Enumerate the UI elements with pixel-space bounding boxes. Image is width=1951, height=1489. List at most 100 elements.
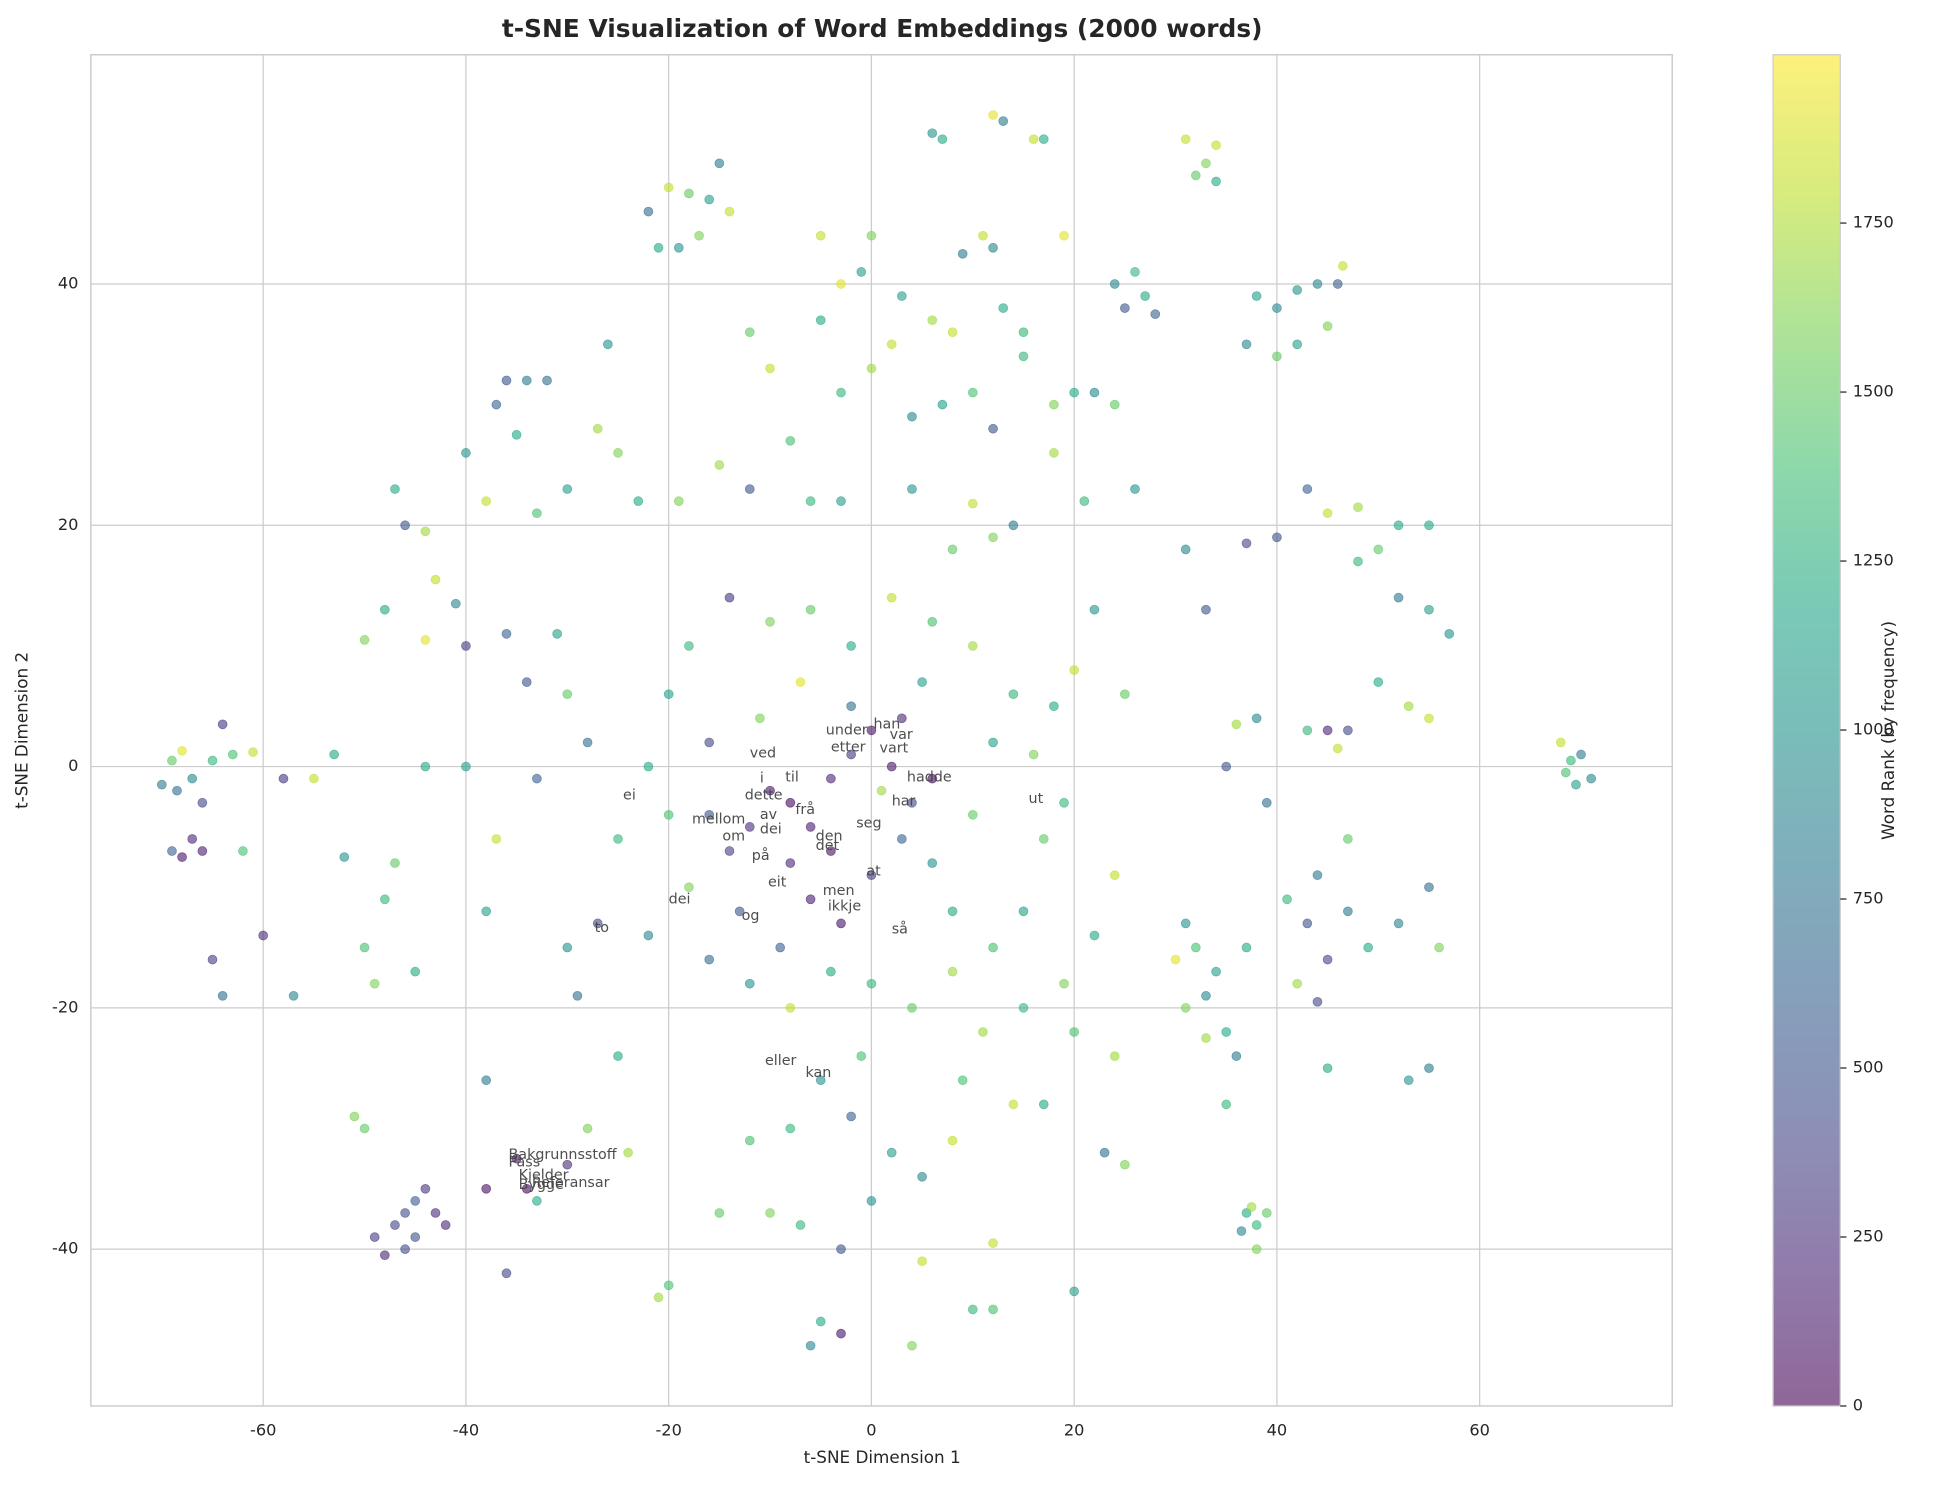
chart-title: t-SNE Visualization of Word Embeddings (… [502, 14, 1263, 43]
word-annotation: mellom [692, 812, 745, 828]
colorbar-tick-label: 750 [1853, 889, 1884, 908]
point [1424, 713, 1434, 724]
point [886, 761, 897, 772]
point [653, 242, 664, 253]
point [481, 496, 492, 506]
point [947, 327, 958, 338]
point [369, 978, 380, 989]
point [815, 1316, 826, 1327]
point [1180, 134, 1191, 145]
point [805, 1340, 816, 1351]
colorbar-tick-label: 1750 [1853, 213, 1894, 232]
point [937, 399, 948, 410]
point [217, 990, 228, 1001]
point [1049, 448, 1059, 458]
y-tick-label: -20 [52, 997, 78, 1016]
plot-frame [90, 54, 1674, 1407]
point [481, 906, 492, 917]
point [886, 339, 897, 350]
point [704, 954, 715, 965]
point [1038, 834, 1049, 844]
point [420, 526, 431, 537]
point [1008, 520, 1019, 531]
point [1251, 291, 1262, 301]
point [532, 508, 542, 519]
point [896, 834, 907, 844]
colorbar-tick-label: 500 [1853, 1058, 1884, 1077]
point [1018, 327, 1029, 338]
point [775, 942, 786, 953]
point [1069, 387, 1080, 398]
point [785, 435, 796, 446]
point [988, 1238, 998, 1248]
point [1434, 942, 1444, 953]
point [724, 846, 735, 856]
point [917, 677, 927, 687]
point [521, 1183, 532, 1194]
point [826, 773, 836, 784]
y-tick-label: 40 [58, 273, 79, 292]
point [714, 158, 725, 169]
point [684, 188, 694, 199]
colorbar-tick-label: 250 [1853, 1227, 1884, 1246]
point [1211, 176, 1221, 187]
word-annotation: Kjelder [519, 1168, 569, 1184]
point [836, 387, 846, 398]
point [1312, 279, 1323, 289]
point [866, 870, 877, 880]
point [947, 966, 958, 977]
point [613, 448, 623, 458]
word-annotation: har [892, 794, 916, 810]
point [927, 128, 938, 139]
point [1059, 230, 1069, 241]
y-tick-label: 0 [68, 756, 78, 775]
point [714, 460, 725, 470]
point [1018, 1003, 1029, 1013]
point [643, 930, 654, 941]
point [420, 635, 431, 645]
point [1424, 1063, 1434, 1074]
point [846, 749, 857, 760]
word-annotation: den [816, 829, 843, 845]
point [947, 544, 958, 555]
point [400, 1244, 410, 1255]
point [1373, 544, 1384, 555]
point [1018, 351, 1029, 362]
point [207, 954, 218, 965]
point [1343, 834, 1353, 844]
point [866, 725, 877, 736]
point [1393, 592, 1404, 603]
point [917, 1256, 927, 1267]
point [491, 834, 502, 844]
point [1201, 1033, 1211, 1043]
y-tick-label: 20 [58, 515, 79, 534]
word-annotation: Pass [509, 1154, 541, 1170]
point [1353, 502, 1363, 513]
point [227, 749, 238, 760]
point [1292, 339, 1303, 350]
point [846, 1111, 857, 1122]
point [836, 918, 846, 929]
point [856, 1051, 867, 1061]
x-tick-label: -40 [453, 1420, 479, 1439]
point [927, 773, 938, 784]
point [1424, 520, 1434, 531]
point [826, 846, 836, 856]
point [187, 834, 198, 844]
x-tick-label: 60 [1469, 1420, 1490, 1439]
point [978, 230, 988, 241]
word-annotation: ved [750, 745, 776, 761]
point [177, 746, 187, 756]
point [1241, 942, 1252, 953]
point [562, 1159, 573, 1170]
point [1089, 387, 1100, 398]
point [562, 484, 573, 494]
colorbar [1772, 54, 1841, 1407]
point [1403, 701, 1414, 712]
point [1109, 1051, 1120, 1061]
point [379, 604, 390, 615]
point [521, 677, 532, 687]
point [1109, 279, 1120, 289]
point [390, 484, 400, 494]
